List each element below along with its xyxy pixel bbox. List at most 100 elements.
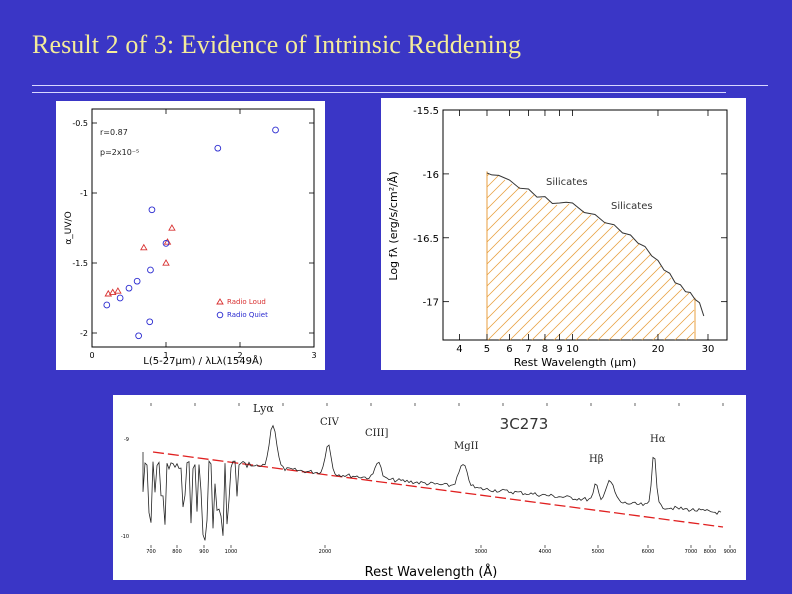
ir-spectrum-line [486,172,705,317]
shade-hatch [486,210,585,309]
shade-hatch [486,204,558,276]
shade-hatch [564,253,652,341]
shade-hatch [486,183,513,210]
shade-hatch [630,288,683,341]
slide-title: Result 2 of 3: Evidence of Intrinsic Red… [32,30,522,59]
x-tick-label: 30 [702,344,715,355]
x-tick-label: 1000 [225,549,238,555]
shade-hatch [486,203,570,287]
label-hbeta: Hβ [589,454,604,465]
radio-loud-point [104,289,113,297]
legend-radio-loud: Radio Loud [227,298,266,306]
shade-hatch [486,207,577,298]
x-tick-label: 800 [172,549,182,555]
y-tick-label: -1 [80,189,88,198]
shade-hatch [486,214,592,320]
label-civ: CIV [320,417,340,428]
shade-hatch [597,271,667,341]
shade-hatch [619,282,678,341]
legend-radio-quiet: Radio Quiet [227,311,268,319]
shade-hatch [531,238,634,341]
x-tick-label: 4000 [539,549,552,555]
y-tick-label: -0.5 [72,119,88,128]
scatter-xlabel: L(5-27μm) / λLλ(1549Å) [143,354,262,367]
scatter-chart: 0 1 2 3 -0.5 -1 -1.5 -2 r=0.87 p=2x10⁻⁵ Radio L… [64,108,317,367]
radio-quiet-point [162,240,170,247]
annotation-silicates-2: Silicates [611,201,653,212]
x-tick-label: 1 [163,351,168,360]
radio-loud-point [163,238,172,245]
shade-hatch [498,225,614,341]
radio-quiet-point [125,284,133,292]
radio-loud-point [168,224,176,231]
scatter-ylabel: α_UV/O [64,211,74,244]
label-mgii: MgII [454,441,479,452]
radio-quiet-point [148,206,156,214]
radio-quiet-point [135,332,142,340]
shade-hatch [486,218,599,331]
shade-hatch [575,259,657,341]
shade-hatch [652,298,695,341]
shade-hatch [641,292,690,341]
radio-quiet-point [214,144,222,152]
radio-loud-point [114,287,122,294]
x-tick-label: 4 [456,344,462,355]
ir-spectrum-chart: 4 5 6 7 8 9 10 20 30 -15.5 -16 -16.5 -17 Silicates S… [387,106,728,369]
shade-hatch [542,243,640,341]
x-tick-label: 700 [146,549,156,555]
radio-quiet-point [147,266,154,274]
shade-hatch [685,331,695,341]
y-tick-label: -10 [121,534,129,540]
3c273-spectrum-line [142,424,722,541]
ir-xlabel: Rest Wavelength (μm) [514,356,637,369]
y-tick-label: -16 [423,170,439,181]
ir-ylabel: Log fλ (erg/s/cm²/Å) [387,171,400,280]
x-tick-label: 6000 [642,549,655,555]
radio-quiet-point [116,294,124,302]
annotation-silicates-1: Silicates [546,177,588,188]
shade-hatch [486,173,490,177]
power-law-fit-line [152,451,724,528]
x-tick-label: 8000 [704,549,717,555]
shade-hatch [520,234,627,341]
scatter-legend: Radio Loud Radio Quiet [216,298,268,319]
legend-circle-marker [216,311,224,319]
y-tick-label: -2 [80,329,88,338]
title-rule-top [32,85,768,86]
shade-hatch [509,229,621,341]
shade-hatch [486,197,543,254]
stat-p: p=2x10⁻⁵ [100,148,139,157]
3c273-title: 3C273 [500,415,549,433]
radio-quiet-point [133,277,141,285]
radio-loud-point [108,288,117,296]
radio-quiet-point [103,301,111,309]
x-tick-label: 10 [566,344,579,355]
shade-hatch [486,194,535,243]
x-tick-label: 5000 [592,549,605,555]
shade-hatch [487,221,607,341]
y-tick-label: -9 [124,437,129,443]
radio-quiet-point [272,126,279,134]
shade-hatch [674,320,695,341]
x-tick-label: 3 [311,351,316,360]
radio-loud-point [140,243,148,251]
ir-frame [442,109,728,341]
shade-hatch [486,179,506,199]
shade-hatch [586,265,662,341]
title-rule-bottom [32,92,726,93]
x-tick-label: 5 [484,344,490,355]
optical-xlabel: Rest Wavelength (Å) [365,564,498,580]
optical-spectrum-panel: 700 800 900 1000 2000 3000 4000 5000 6000 7000 800… [113,395,746,580]
x-tick-label: 0 [89,351,94,360]
shade-hatch [663,309,695,341]
label-halpha: Hα [650,434,666,445]
y-tick-label: -1.5 [72,259,88,268]
shade-hatch [486,200,551,265]
label-ciii: CIII] [365,428,389,439]
scatter-panel: 0 1 2 3 -0.5 -1 -1.5 -2 r=0.87 p=2x10⁻⁵ Radio L… [56,101,325,370]
x-tick-label: 6 [506,344,512,355]
scatter-frame [91,108,315,348]
x-tick-label: 7000 [685,549,698,555]
x-tick-label: 8 [542,344,548,355]
x-tick-label: 9 [556,344,562,355]
